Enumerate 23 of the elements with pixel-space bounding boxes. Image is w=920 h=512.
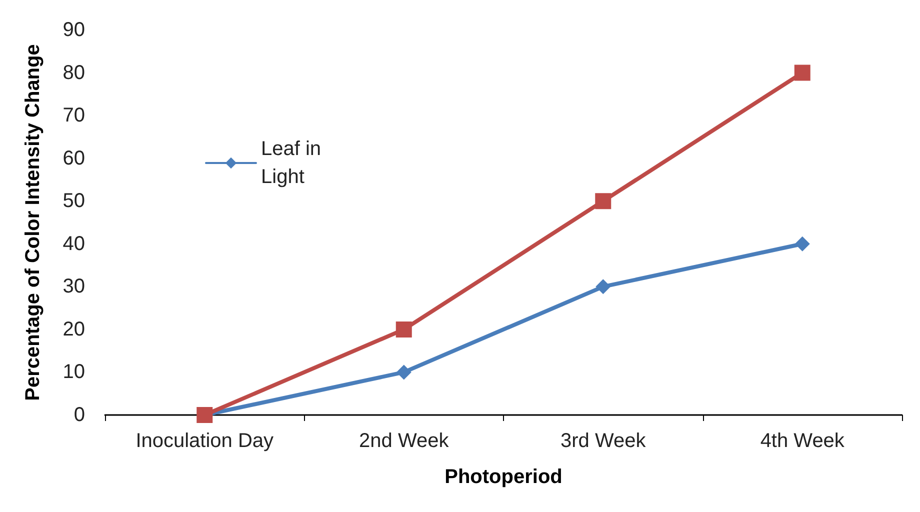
y-tick-label: 20 xyxy=(62,318,85,340)
x-axis-title: Photoperiod xyxy=(444,466,562,488)
x-tick-label: 4th Week xyxy=(760,430,846,452)
x-tick-label: 3rd Week xyxy=(560,430,647,452)
y-tick-label: 80 xyxy=(62,62,85,84)
y-tick-label: 10 xyxy=(62,361,85,384)
point xyxy=(396,364,412,380)
point xyxy=(596,279,611,294)
legend-label: Leaf in Light xyxy=(261,138,327,188)
point xyxy=(396,321,412,338)
y-axis-title: Percentage of Color Intensity Change xyxy=(22,44,44,401)
y-tick-label: 50 xyxy=(62,190,85,212)
y-tick-label: 40 xyxy=(62,232,85,255)
y-tick-label: 60 xyxy=(62,147,85,170)
y-tick-label: 30 xyxy=(62,276,85,298)
point xyxy=(595,193,612,210)
x-tick-label: 2nd Week xyxy=(359,430,450,452)
x-tick-label: Inoculation Day xyxy=(136,430,274,452)
y-tick-label: 90 xyxy=(62,19,85,41)
point xyxy=(794,236,810,252)
y-tick-label: 0 xyxy=(74,404,85,426)
point xyxy=(794,64,810,81)
y-tick-label: 70 xyxy=(62,104,85,127)
